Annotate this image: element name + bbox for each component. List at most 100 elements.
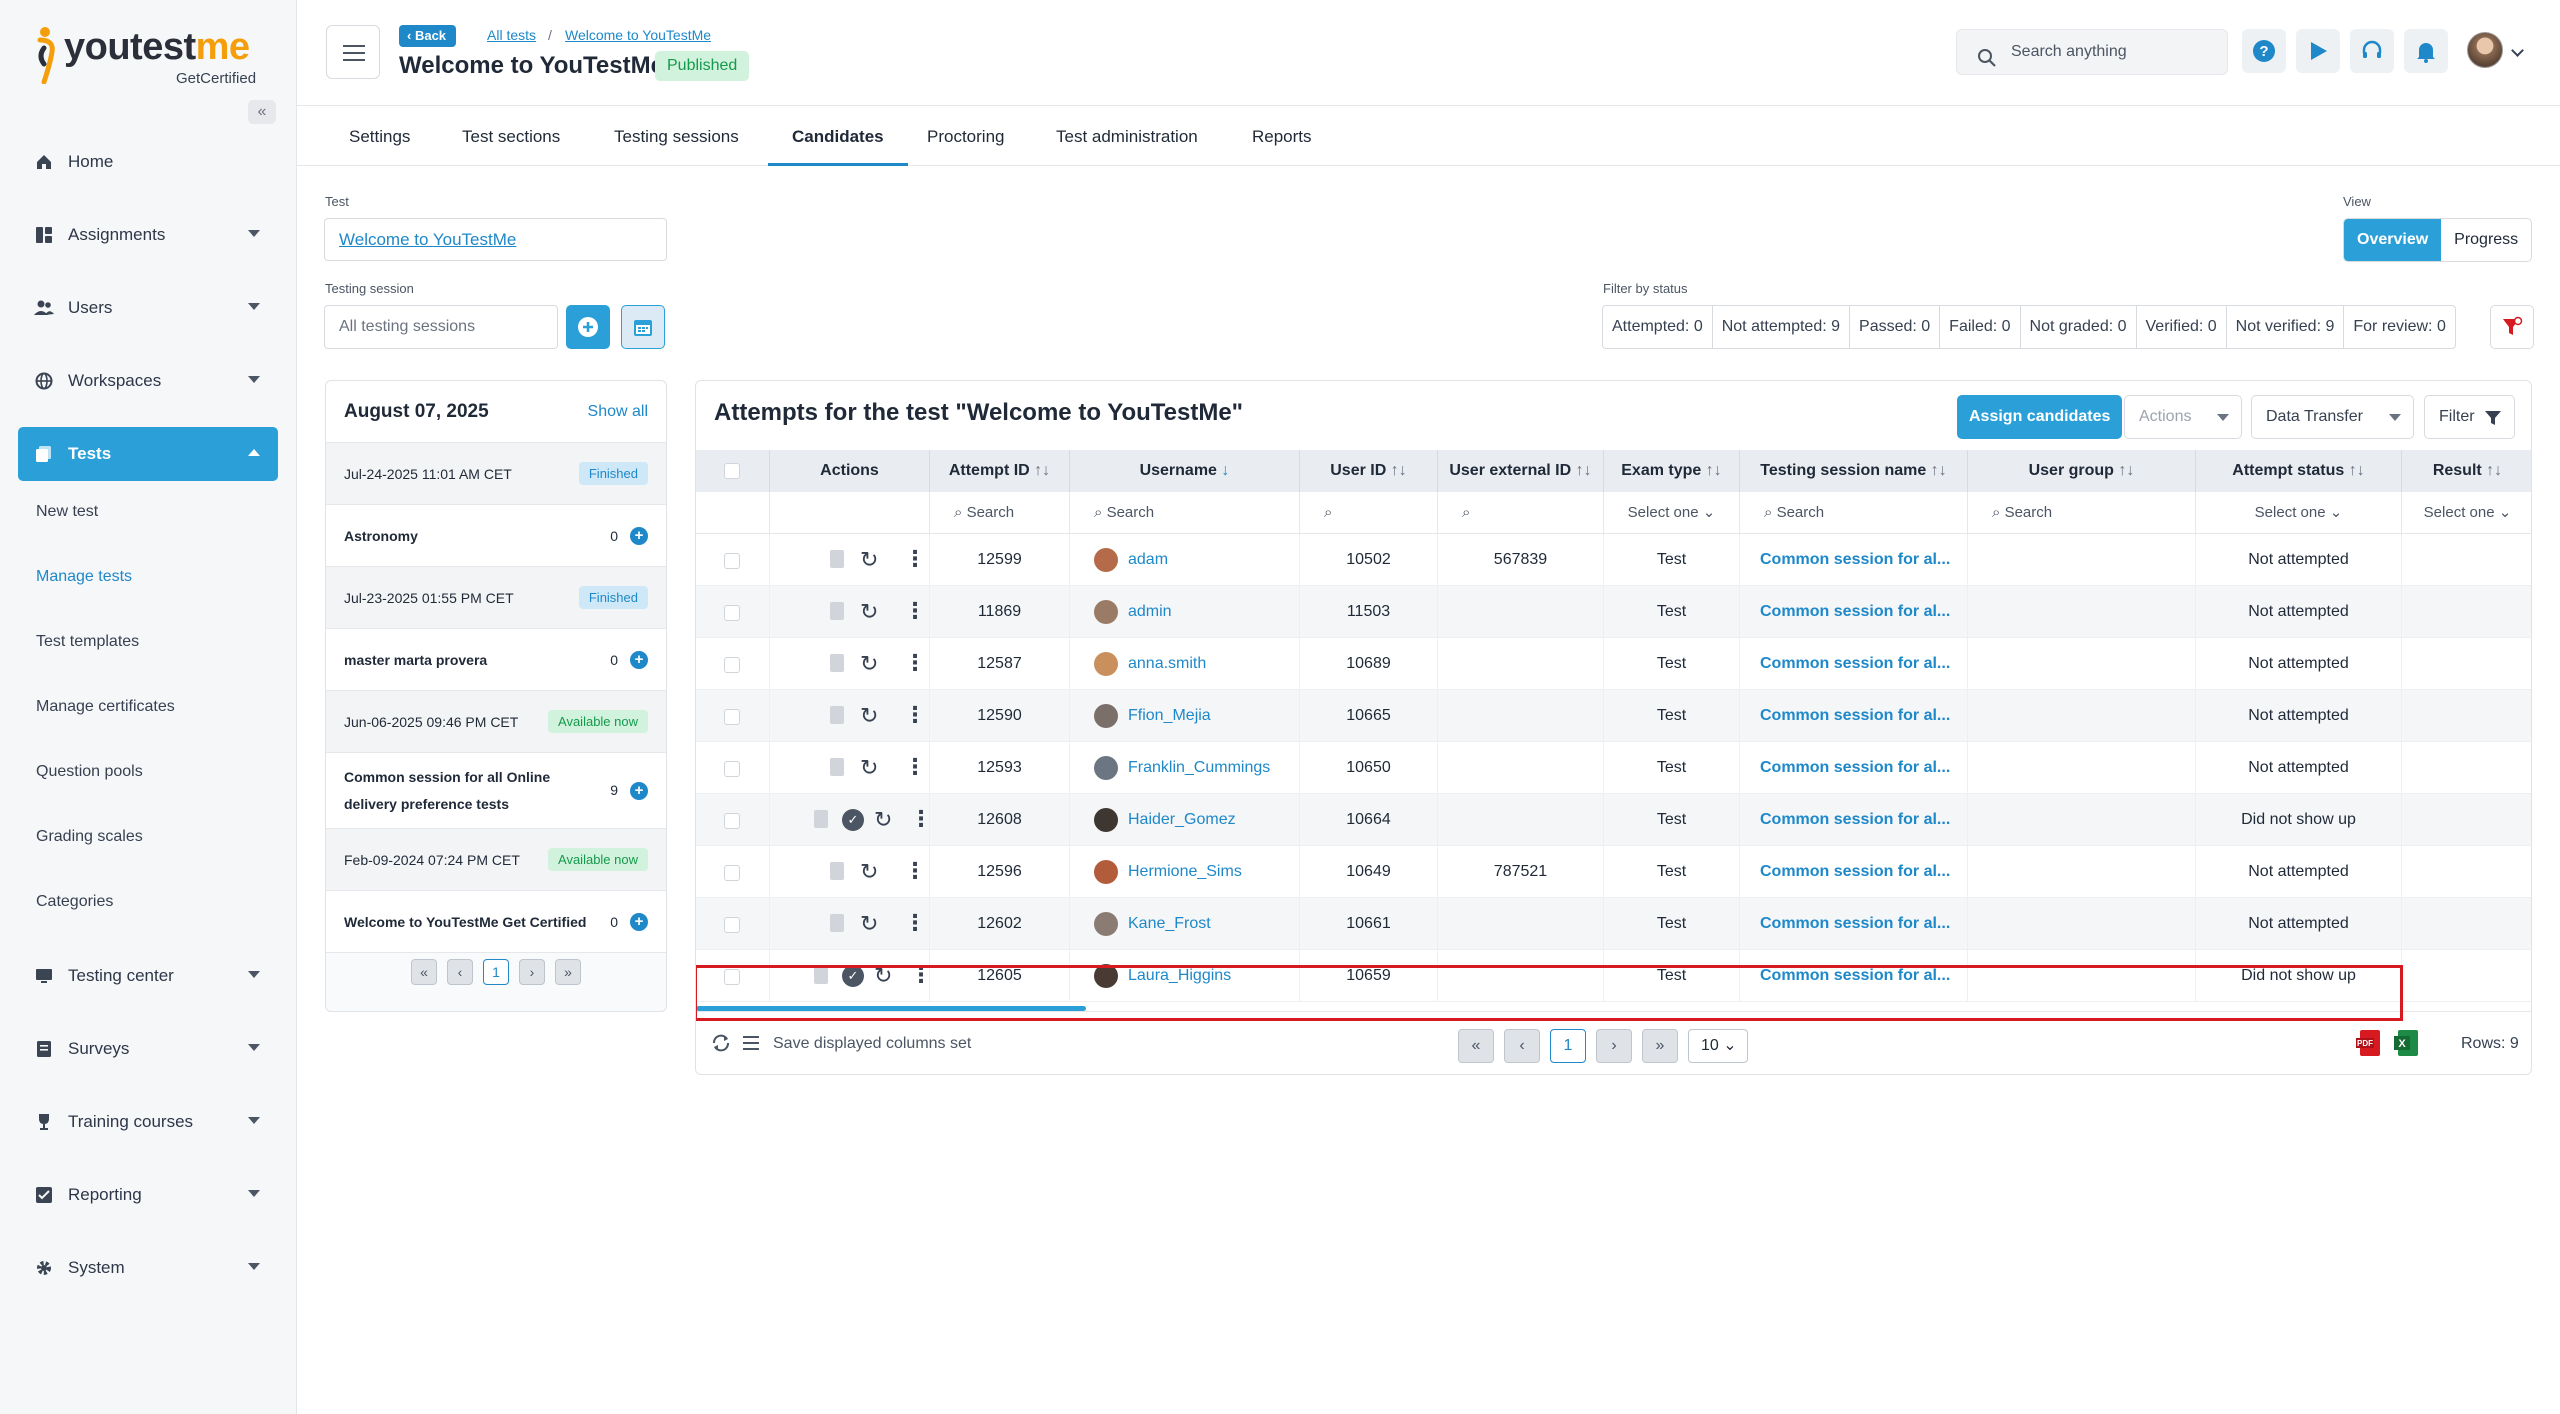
file-icon[interactable] <box>830 706 844 724</box>
show-all-link[interactable]: Show all <box>587 402 648 420</box>
username-link[interactable]: admin <box>1128 603 1172 620</box>
row-checkbox[interactable] <box>724 605 740 621</box>
row-checkbox[interactable] <box>724 813 740 829</box>
view-progress-button[interactable]: Progress <box>2454 231 2519 248</box>
more-vertical-icon[interactable]: ⋮ <box>904 702 926 727</box>
col-testing-session-name[interactable]: Testing session name ↑↓ <box>1740 450 1968 492</box>
sidebar-item-training-courses[interactable]: Training courses <box>18 1095 278 1149</box>
username-cell[interactable]: Hermione_Sims <box>1070 846 1300 898</box>
actions-dropdown[interactable]: Actions <box>2124 395 2242 439</box>
retake-icon[interactable]: ↻ <box>860 911 879 936</box>
session-name-search-input[interactable]: ⌕ Search <box>1740 492 1968 534</box>
col-username[interactable]: Username ↓ <box>1070 450 1300 492</box>
first-page-button[interactable]: « <box>411 959 437 985</box>
attempt-id-search-input[interactable]: ⌕ Search <box>930 492 1070 534</box>
file-icon[interactable] <box>830 914 844 932</box>
more-vertical-icon[interactable]: ⋮ <box>904 598 926 623</box>
username-link[interactable]: Haider_Gomez <box>1128 811 1236 828</box>
table-row[interactable]: ↻ ⋮ 12602 Kane_Frost 10661 Test Common session… <box>696 898 2531 950</box>
sidebar-item-system[interactable]: System <box>18 1241 278 1295</box>
status-filter-not-graded[interactable]: Not graded: 0 <box>2021 306 2137 348</box>
username-link[interactable]: Kane_Frost <box>1128 915 1211 932</box>
status-filter-passed[interactable]: Passed: 0 <box>1850 306 1941 348</box>
save-columns-link[interactable]: Save displayed columns set <box>773 1035 972 1052</box>
prev-page-button[interactable]: ‹ <box>447 959 473 985</box>
retake-icon[interactable]: ↻ <box>874 807 893 832</box>
col-attempt-id[interactable]: Attempt ID ↑↓ <box>930 450 1070 492</box>
status-filter-failed[interactable]: Failed: 0 <box>1940 306 2021 348</box>
excel-export-icon[interactable]: X <box>2394 1028 2422 1063</box>
global-search-input[interactable]: Search anything <box>1956 29 2228 75</box>
check-circle-icon[interactable]: ✓ <box>842 965 864 987</box>
attempt-status-select[interactable]: Select one ⌄ <box>2196 492 2402 534</box>
next-page-button[interactable]: › <box>519 959 545 985</box>
sidebar-item-workspaces[interactable]: Workspaces <box>18 354 278 408</box>
play-tutorial-button[interactable] <box>2296 29 2340 73</box>
file-icon[interactable] <box>814 810 828 828</box>
first-page-button[interactable]: « <box>1458 1029 1494 1063</box>
row-checkbox[interactable] <box>724 865 740 881</box>
session-name-link[interactable]: Common session for al... <box>1740 534 1968 586</box>
username-link[interactable]: Hermione_Sims <box>1128 863 1242 880</box>
session-name-link[interactable]: Common session for al... <box>1740 690 1968 742</box>
columns-icon[interactable] <box>742 1034 760 1057</box>
calendar-button[interactable] <box>621 305 665 349</box>
prev-page-button[interactable]: ‹ <box>1504 1029 1540 1063</box>
tab-proctoring[interactable]: Proctoring <box>927 127 1005 146</box>
session-name-link[interactable]: Common session for al... <box>1740 898 1968 950</box>
row-checkbox[interactable] <box>724 917 740 933</box>
status-filter-attempted[interactable]: Attempted: 0 <box>1603 306 1713 348</box>
page-number[interactable]: 1 <box>483 959 509 985</box>
retake-icon[interactable]: ↻ <box>860 755 879 780</box>
back-button[interactable]: ‹ Back <box>399 25 457 47</box>
more-vertical-icon[interactable]: ⋮ <box>910 962 930 987</box>
tab-candidates[interactable]: Candidates <box>768 106 908 166</box>
status-filter-not-attempted[interactable]: Not attempted: 9 <box>1713 306 1851 348</box>
tab-reports[interactable]: Reports <box>1252 127 1312 146</box>
file-icon[interactable] <box>830 862 844 880</box>
submenu-manage-tests[interactable]: Manage tests <box>36 568 133 585</box>
next-page-button[interactable]: › <box>1596 1029 1632 1063</box>
username-link[interactable]: Franklin_Cummings <box>1128 759 1271 776</box>
submenu-manage-certificates[interactable]: Manage certificates <box>36 698 175 715</box>
username-cell[interactable]: Kane_Frost <box>1070 898 1300 950</box>
session-name-link[interactable]: Common session for al... <box>1740 586 1968 638</box>
submenu-test-templates[interactable]: Test templates <box>36 633 140 650</box>
file-icon[interactable] <box>830 550 844 568</box>
refresh-icon[interactable] <box>710 1032 732 1059</box>
submenu-grading-scales[interactable]: Grading scales <box>36 828 143 845</box>
submenu-question-pools[interactable]: Question pools <box>36 763 143 780</box>
retake-icon[interactable]: ↻ <box>860 599 879 624</box>
status-filter-not-verified[interactable]: Not verified: 9 <box>2227 306 2345 348</box>
table-row[interactable]: ✓ ↻ ⋮ 12608 Haider_Gomez 10664 Test Common sess… <box>696 794 2531 846</box>
pdf-export-icon[interactable]: PDF <box>2356 1028 2384 1063</box>
horizontal-scrollbar[interactable] <box>696 1006 1086 1011</box>
retake-icon[interactable]: ↻ <box>860 703 879 728</box>
sidebar-item-testing-center[interactable]: Testing center <box>18 949 278 1003</box>
notifications-button[interactable] <box>2404 29 2448 73</box>
sidebar-item-assignments[interactable]: Assignments <box>18 208 278 262</box>
breadcrumb-all-tests[interactable]: All tests <box>487 27 537 43</box>
file-icon[interactable] <box>830 602 844 620</box>
username-cell[interactable]: Franklin_Cummings <box>1070 742 1300 794</box>
session-item[interactable]: Welcome to YouTestMe Get Certified 0 + <box>326 891 666 953</box>
retake-icon[interactable]: ↻ <box>874 963 893 988</box>
filter-button[interactable]: Filter <box>2424 395 2515 439</box>
col-exam-type[interactable]: Exam type ↑↓ <box>1604 450 1740 492</box>
last-page-button[interactable]: » <box>1642 1029 1678 1063</box>
submenu-categories[interactable]: Categories <box>36 893 114 910</box>
username-link[interactable]: anna.smith <box>1128 655 1207 672</box>
username-cell[interactable]: Haider_Gomez <box>1070 794 1300 846</box>
add-session-button[interactable] <box>566 305 610 349</box>
username-link[interactable]: Laura_Higgins <box>1128 967 1232 984</box>
help-button[interactable]: ? <box>2242 29 2286 73</box>
sidebar-item-tests[interactable]: Tests <box>18 427 278 481</box>
result-select[interactable]: Select one ⌄ <box>2423 504 2512 521</box>
data-transfer-dropdown[interactable]: Data Transfer <box>2251 395 2414 439</box>
col-user-id[interactable]: User ID ↑↓ <box>1300 450 1438 492</box>
file-icon[interactable] <box>814 966 828 984</box>
tab-testing-sessions[interactable]: Testing sessions <box>614 127 739 146</box>
username-cell[interactable]: anna.smith <box>1070 638 1300 690</box>
view-overview-button[interactable]: Overview <box>2344 219 2442 261</box>
retake-icon[interactable]: ↻ <box>860 859 879 884</box>
